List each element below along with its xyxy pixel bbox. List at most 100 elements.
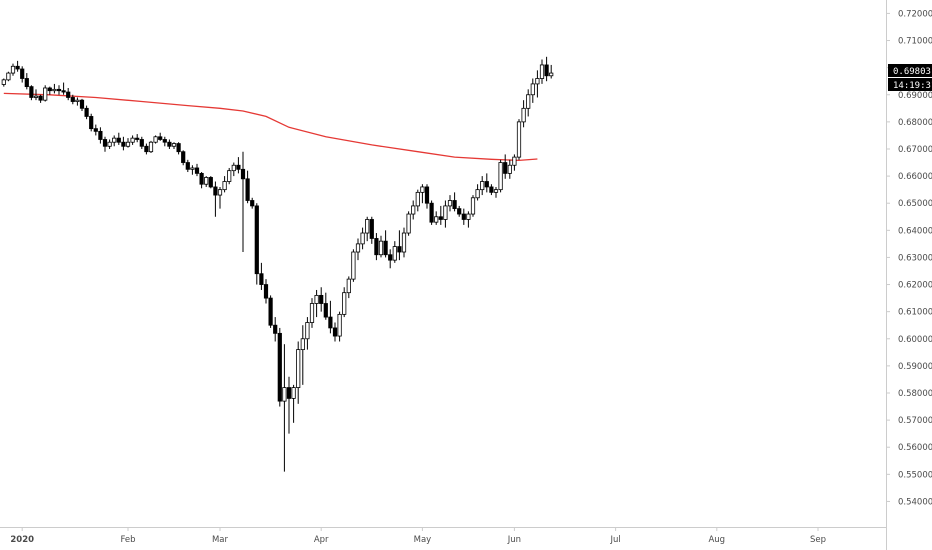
candle-body-down — [102, 139, 108, 147]
candle — [332, 322, 338, 342]
candle-body-down — [47, 87, 52, 92]
candle — [305, 317, 310, 350]
candle — [388, 249, 393, 269]
candle-body-down — [213, 186, 218, 196]
candle-body-up — [52, 88, 57, 92]
time-axis[interactable]: 2020 Feb Mar Apr May Jun Jul Aug Sep — [10, 527, 826, 545]
candle — [516, 119, 522, 160]
candle — [539, 59, 545, 84]
time-tick-label: Aug — [708, 535, 725, 545]
candle — [33, 89, 39, 101]
candle-body-down — [70, 97, 75, 102]
candle — [309, 298, 315, 328]
candle-body-up — [411, 205, 416, 215]
candle-body-up — [351, 251, 356, 280]
candle-body-up — [493, 189, 499, 193]
candle — [369, 216, 374, 244]
candle-body-down — [93, 128, 98, 132]
candle-body-down — [383, 240, 388, 256]
candle — [328, 300, 333, 334]
candle — [20, 66, 25, 83]
candle-body-down — [98, 130, 103, 140]
candle — [93, 124, 98, 136]
candle-body-up — [75, 99, 80, 102]
candle-body-up — [507, 164, 512, 174]
candle — [383, 230, 388, 258]
candle-body-up — [337, 313, 342, 337]
candle — [121, 136, 126, 151]
candle — [158, 132, 163, 141]
candle — [434, 211, 439, 225]
candle — [70, 94, 75, 105]
candle-body-up — [1, 79, 6, 85]
candle-body-up — [447, 200, 453, 207]
candle-body-up — [6, 72, 11, 81]
candle-body-down — [259, 273, 264, 285]
candles-layer — [1, 56, 554, 472]
candle-body-down — [144, 145, 149, 153]
candle — [29, 85, 34, 101]
candle — [521, 100, 526, 128]
candle-body-up — [148, 141, 154, 153]
candle — [125, 138, 131, 148]
candle — [461, 208, 466, 225]
candle-body-down — [139, 139, 144, 147]
candle-body-up — [10, 65, 16, 74]
candle-body-up — [43, 87, 48, 101]
time-tick-label: Jun — [507, 535, 521, 545]
moving-average-line — [3, 92, 538, 162]
candle — [374, 233, 379, 261]
candle-body-down — [286, 387, 292, 399]
price-tick-label: 0.61000 — [898, 308, 932, 318]
candle-body-up — [130, 137, 135, 143]
candle-body-down — [254, 205, 259, 275]
candle — [84, 105, 89, 120]
candle — [43, 85, 48, 102]
time-tick-label: 2020 — [10, 535, 34, 545]
price-tick-label: 0.58000 — [898, 389, 932, 399]
candle-body-up — [466, 213, 471, 220]
candle — [319, 287, 324, 312]
candle — [296, 341, 301, 404]
candle — [503, 154, 508, 179]
candle-body-down — [332, 327, 338, 337]
candle — [213, 181, 218, 217]
time-tick-label: Sep — [810, 535, 826, 545]
candle — [236, 157, 241, 174]
candle — [107, 139, 112, 149]
candle — [144, 143, 149, 155]
candle — [300, 325, 305, 385]
candle-body-up — [443, 205, 448, 220]
candle — [52, 83, 57, 94]
candle-body-down — [84, 107, 89, 117]
candle — [498, 159, 503, 193]
candle — [424, 184, 430, 209]
candle-body-down — [24, 78, 29, 88]
candle-body-up — [530, 83, 535, 96]
candle — [392, 241, 397, 263]
candle-body-down — [319, 294, 324, 304]
candle — [346, 276, 351, 299]
candle — [535, 70, 540, 98]
candle — [351, 249, 356, 282]
candle-body-down — [374, 238, 379, 256]
candle — [15, 60, 20, 72]
candle — [277, 327, 282, 407]
price-tick-label: 0.62000 — [898, 281, 932, 291]
candle — [254, 203, 259, 285]
candle — [489, 184, 494, 196]
candle-body-down — [181, 151, 186, 163]
candle — [447, 195, 453, 212]
candle-body-up — [107, 141, 112, 147]
candle — [457, 205, 462, 217]
candle-body-down — [438, 216, 443, 220]
candle — [263, 279, 269, 304]
candle-body-down — [121, 141, 126, 147]
price-tick-label: 0.60000 — [898, 335, 932, 345]
candle-body-up — [231, 164, 236, 172]
candle-body-up — [296, 349, 301, 388]
last-price-label: 0.69803 — [893, 67, 931, 77]
candle — [47, 86, 52, 95]
candle — [204, 176, 209, 187]
